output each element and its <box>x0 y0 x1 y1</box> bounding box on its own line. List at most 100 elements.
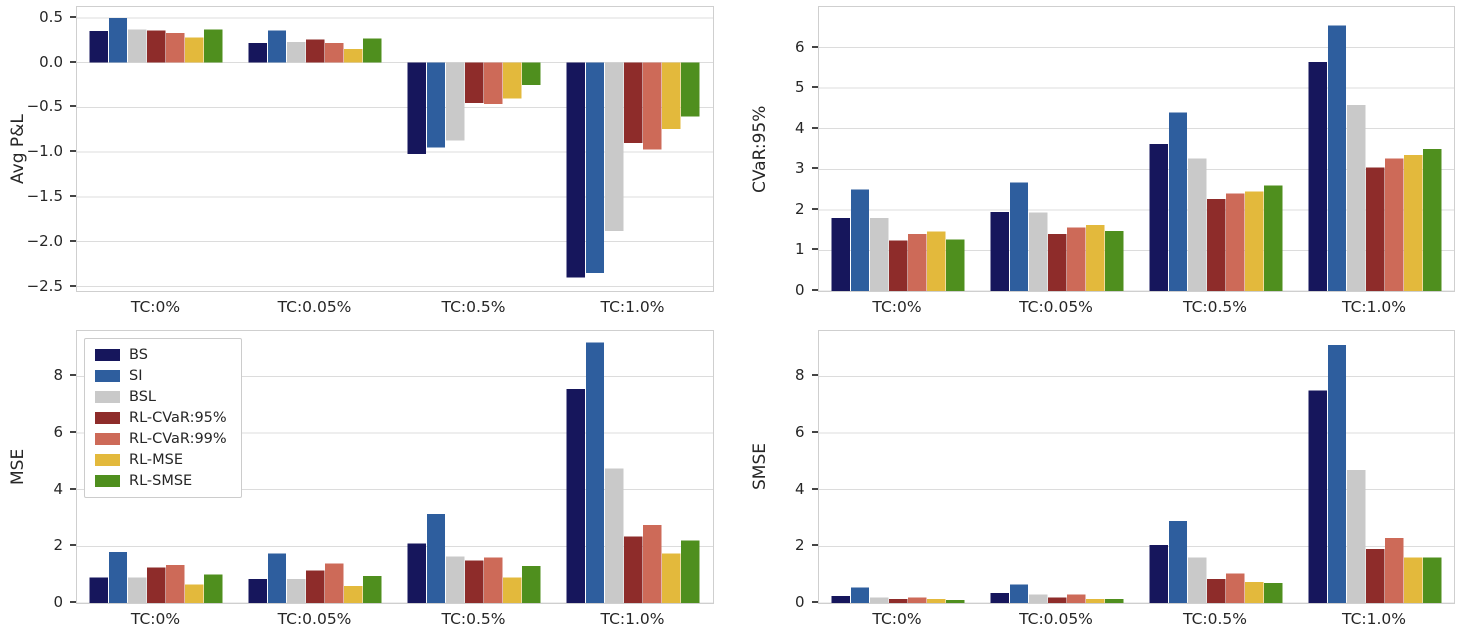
y-tick-label: 0.0 <box>39 52 63 71</box>
bar-RL-CVaR:99% <box>166 564 185 603</box>
bar-RL-MSE <box>185 37 204 63</box>
y-tick-mark <box>70 374 76 377</box>
bar-RL-CVaR:99% <box>907 597 926 603</box>
bar-BSL <box>1187 557 1206 603</box>
y-tick-label: −0.5 <box>26 97 63 116</box>
x-axis-spacer <box>30 292 76 322</box>
bar-BSL <box>445 556 465 603</box>
bar-RL-MSE <box>1085 224 1104 291</box>
bar-SI <box>108 552 128 603</box>
y-tick-mark <box>811 289 818 291</box>
y-tick-mark <box>811 431 818 433</box>
legend-label: RL-CVaR:95% <box>129 410 227 426</box>
x-tick-label: TC:1.0% <box>1342 610 1406 628</box>
bar-SI <box>426 513 446 603</box>
bar-RL-CVaR:95% <box>1206 578 1225 603</box>
bar-RL-MSE <box>1403 155 1422 291</box>
bar-RL-CVaR:95% <box>1365 167 1384 291</box>
chart-smse: 0 2 4 6 8 TC:0% TC:0.05% TC:0.5% TC:1.0% <box>772 330 1455 634</box>
bars-canvas <box>77 342 713 603</box>
bar-BS <box>831 595 850 603</box>
x-tick-label: TC:0.5% <box>441 298 506 316</box>
x-tick-label: TC:0% <box>872 610 922 628</box>
y-tick-label: 4 <box>53 479 63 498</box>
x-tick-label: TC:1.0% <box>600 298 665 316</box>
legend-item: RL-CVaR:99% <box>95 431 227 447</box>
bar-BSL <box>286 41 306 63</box>
bar-SI <box>1009 182 1028 291</box>
bar-RL-SMSE <box>204 574 223 603</box>
bar-RL-CVaR:99% <box>325 563 344 603</box>
plot-area-avg-pnl <box>76 6 714 292</box>
bar-RL-CVaR:95% <box>305 570 325 603</box>
bar-RL-SMSE <box>522 566 541 603</box>
legend: BS SI BSL RL-CVaR:95% RL-CVaR:99% RL-MSE RL-SM… <box>84 338 242 498</box>
bar-RL-CVaR:95% <box>888 240 907 291</box>
x-tick-label: TC:0.5% <box>441 610 506 628</box>
y-tick-label: 6 <box>794 423 805 441</box>
y-tick-mark <box>811 207 818 210</box>
plot-row: 0 1 2 3 4 5 6 <box>772 6 1455 299</box>
x-tick-labels: TC:0% TC:0.05% TC:0.5% TC:1.0% <box>76 604 714 634</box>
bar-RL-CVaR:95% <box>888 598 907 603</box>
legend-swatch <box>95 370 120 382</box>
bar-BS <box>407 543 427 603</box>
plot-area-smse <box>817 330 1455 604</box>
y-tick-mark <box>811 45 818 48</box>
bar-SI <box>850 587 869 603</box>
y-tick-labels: 0 2 4 6 8 <box>772 330 818 611</box>
bar-BSL <box>1028 212 1047 291</box>
bar-RL-CVaR:99% <box>484 62 503 104</box>
bar-RL-SMSE <box>1263 185 1283 291</box>
bar-SI <box>1009 584 1028 603</box>
bar-RL-CVaR:99% <box>1066 227 1085 291</box>
bar-RL-CVaR:99% <box>1384 537 1403 603</box>
y-axis-label-smse: SMSE <box>749 443 770 491</box>
x-tick-label: TC:0% <box>130 610 181 628</box>
bar-RL-CVaR:99% <box>1066 594 1085 603</box>
legend-item: SI <box>95 368 227 384</box>
bar-SI <box>108 17 128 63</box>
bar-BSL <box>1346 105 1365 291</box>
bar-RL-CVaR:95% <box>464 560 484 603</box>
y-tick-mark <box>811 86 818 89</box>
y-tick-label: 6 <box>794 37 805 56</box>
bar-SI <box>1168 112 1187 291</box>
x-tick-label: TC:0% <box>130 298 181 316</box>
bar-RL-MSE <box>503 577 522 603</box>
bars-canvas <box>77 17 713 288</box>
y-tick-mark <box>70 15 76 18</box>
bar-RL-CVaR:95% <box>146 567 166 603</box>
bar-RL-MSE <box>1403 557 1422 603</box>
bar-RL-SMSE <box>1104 598 1124 603</box>
bar-RL-MSE <box>1244 581 1263 603</box>
legend-item: RL-CVaR:95% <box>95 410 227 426</box>
x-tick-label: TC:1.0% <box>1342 298 1406 316</box>
bar-BSL <box>286 578 306 603</box>
bar-RL-SMSE <box>1422 149 1442 291</box>
subplot-avg-pnl: Avg P&L 0.5 0.0 −0.5 −1.0 −1.5 −2.0 −2.5 TC:0%… <box>6 6 714 322</box>
y-tick-mark <box>70 60 76 63</box>
y-tick-label: 8 <box>53 366 63 385</box>
bar-RL-SMSE <box>363 576 382 603</box>
y-tick-mark <box>70 239 76 242</box>
bar-RL-CVaR:95% <box>146 30 166 63</box>
legend-label: BSL <box>129 389 156 405</box>
bar-RL-CVaR:99% <box>643 525 662 603</box>
y-tick-label: 0 <box>53 593 63 611</box>
x-tick-labels: TC:0% TC:0.05% TC:0.5% TC:1.0% <box>818 292 1456 322</box>
bar-RL-SMSE <box>363 38 382 63</box>
y-tick-label: 0 <box>794 593 805 611</box>
bars-canvas <box>818 345 1455 603</box>
legend-swatch <box>95 433 120 445</box>
plot-row: 0.5 0.0 −0.5 −1.0 −1.5 −2.0 −2.5 <box>26 6 714 295</box>
bar-BSL <box>869 597 888 603</box>
bar-RL-MSE <box>344 49 363 63</box>
x-tick-label: TC:0.05% <box>1019 298 1093 316</box>
y-tick-label: 2 <box>53 536 63 555</box>
y-tick-label: 2 <box>794 199 805 218</box>
bar-BS <box>566 389 586 603</box>
bar-RL-CVaR:95% <box>1047 597 1066 603</box>
y-tick-labels: 0.5 0.0 −0.5 −1.0 −1.5 −2.0 −2.5 <box>26 6 76 295</box>
bar-RL-MSE <box>1244 191 1263 291</box>
